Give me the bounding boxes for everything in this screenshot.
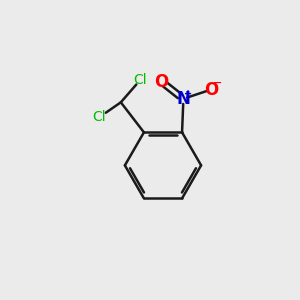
Text: −: − <box>213 78 223 88</box>
Text: O: O <box>154 73 168 91</box>
Text: +: + <box>184 89 192 99</box>
Text: Cl: Cl <box>134 74 147 87</box>
Text: N: N <box>176 90 190 108</box>
Text: Cl: Cl <box>92 110 106 124</box>
Text: O: O <box>204 81 218 99</box>
